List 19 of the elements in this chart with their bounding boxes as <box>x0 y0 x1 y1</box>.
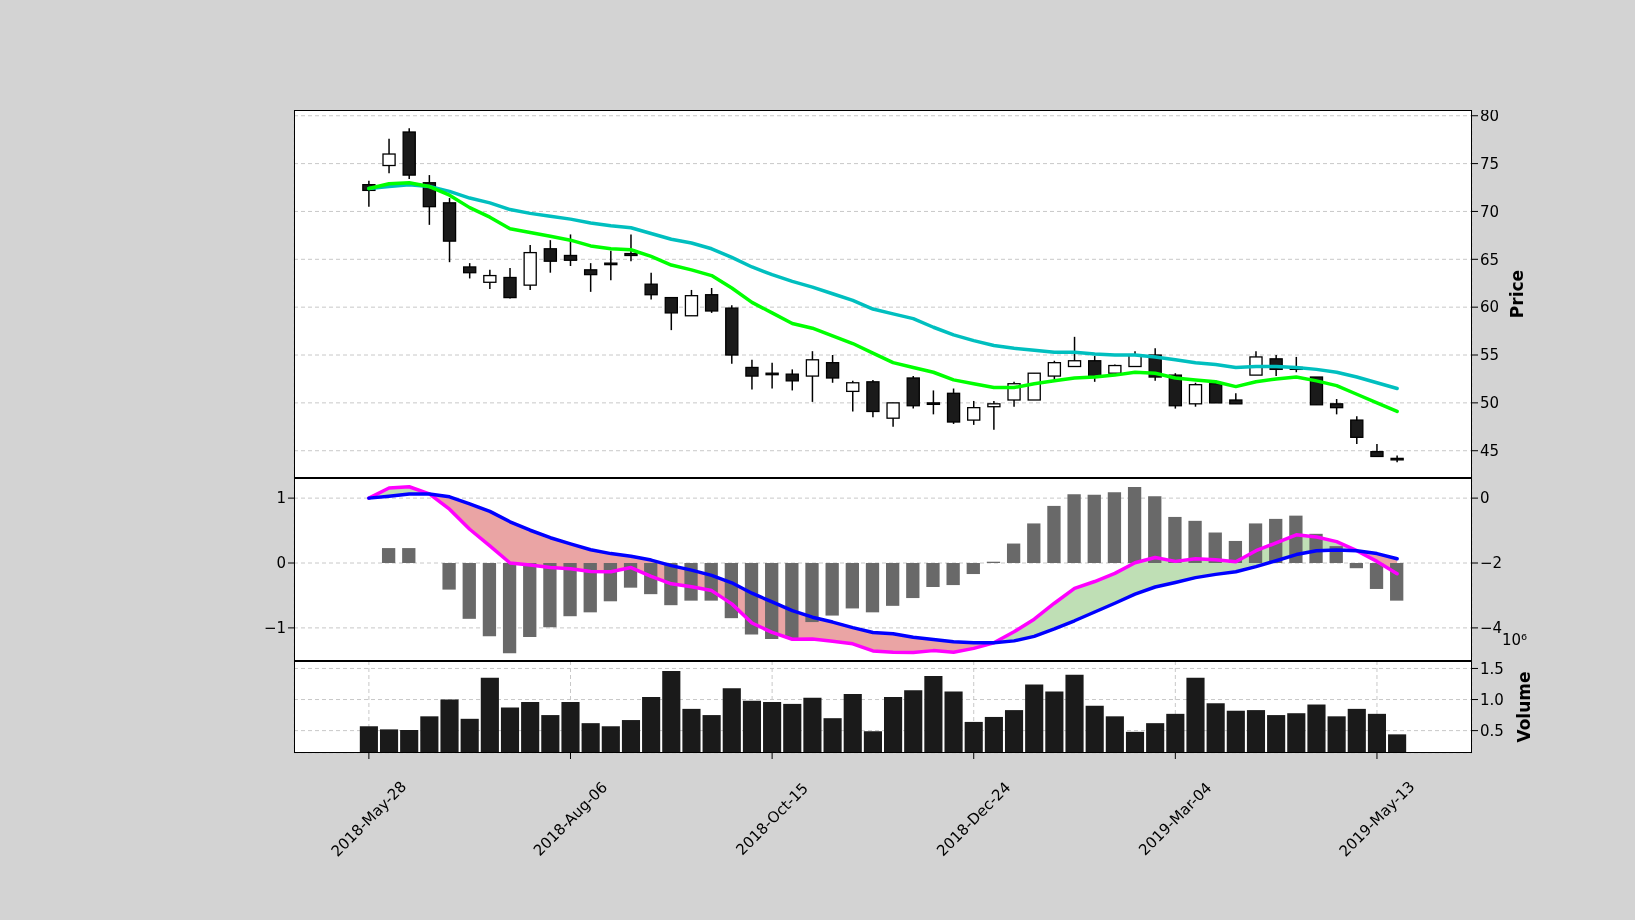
y-tick-label: 70 <box>1480 202 1500 221</box>
y-tick-label: 75 <box>1480 154 1500 173</box>
y-tick-label: 60 <box>1480 298 1500 317</box>
y2-tick-label: −2 <box>1480 554 1503 573</box>
text: 10⁶ <box>1502 631 1528 649</box>
y-axis-title: Price <box>1507 269 1527 319</box>
y-tick-label: 55 <box>1480 346 1500 365</box>
y-axis-title: Volume <box>1514 671 1534 743</box>
y-tick-label: 1 <box>276 489 286 508</box>
y-tick-label: 1.5 <box>1480 659 1504 678</box>
y-tick-label: −1 <box>263 619 286 638</box>
y2-tick-label: −4 <box>1480 619 1503 638</box>
y-tick-label: 80 <box>1480 107 1500 126</box>
y-tick-label: 65 <box>1480 250 1500 269</box>
y-tick-label: 45 <box>1480 442 1500 461</box>
y-tick-label: 50 <box>1480 394 1500 413</box>
y-tick-label: 0.5 <box>1480 721 1504 740</box>
y-tick-label: 1.0 <box>1480 690 1504 709</box>
y-tick-label: 0 <box>276 554 286 573</box>
